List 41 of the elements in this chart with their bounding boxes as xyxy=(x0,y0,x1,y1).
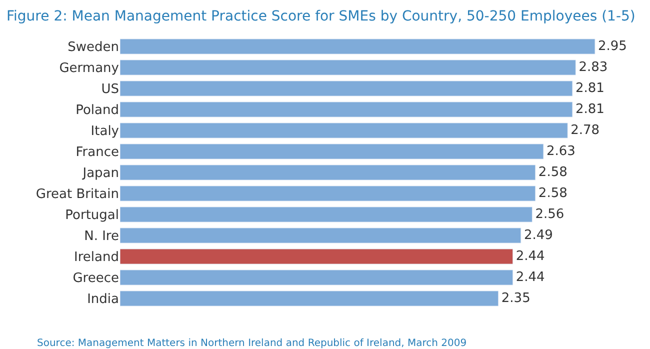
bar xyxy=(120,80,573,96)
data-label: 2.44 xyxy=(516,249,545,264)
data-label: 2.56 xyxy=(535,207,564,222)
y-tick-label: Ireland xyxy=(74,250,119,266)
y-tick-label: France xyxy=(76,145,119,160)
data-label: 2.81 xyxy=(575,81,604,96)
y-tick-label: Italy xyxy=(90,124,120,140)
bar xyxy=(120,206,532,222)
source-note: Source: Management Matters in Northern Ireland and Republic of Ireland, March 2009 xyxy=(37,338,467,349)
data-label: 2.78 xyxy=(570,123,600,138)
y-tick-label: Poland xyxy=(76,103,119,118)
bar xyxy=(120,60,576,76)
data-label: 2.58 xyxy=(538,186,568,201)
y-tick-label: India xyxy=(87,292,119,308)
bar xyxy=(120,290,499,306)
bar xyxy=(120,186,536,202)
data-label: 2.49 xyxy=(524,228,553,243)
bar xyxy=(120,164,536,180)
bar xyxy=(120,228,522,244)
bar xyxy=(120,38,596,54)
y-tick-label: Greece xyxy=(72,271,119,286)
data-label: 2.35 xyxy=(501,291,530,306)
bar xyxy=(120,122,568,138)
y-tick-label: Portugal xyxy=(65,208,119,224)
y-tick-label: Germany xyxy=(59,61,120,76)
bar xyxy=(120,102,573,118)
data-label: 2.81 xyxy=(575,102,604,117)
y-tick-label: Great Britain xyxy=(36,187,119,202)
y-tick-label: US xyxy=(101,82,119,98)
bar xyxy=(120,248,514,264)
data-label: 2.83 xyxy=(578,60,608,75)
y-tick-label: Sweden xyxy=(68,40,119,56)
y-tick-label: Japan xyxy=(82,166,119,182)
data-label: 2.58 xyxy=(538,165,568,180)
data-label: 2.44 xyxy=(516,270,545,285)
bar xyxy=(120,144,544,160)
data-label: 2.95 xyxy=(598,39,627,54)
data-label: 2.63 xyxy=(546,144,576,159)
y-tick-label: N. Ire xyxy=(84,229,119,244)
chart-title: Figure 2: Mean Management Practice Score for SMEs by Country, 50-250 Employees (1-5) xyxy=(6,8,636,24)
bar xyxy=(120,270,514,286)
